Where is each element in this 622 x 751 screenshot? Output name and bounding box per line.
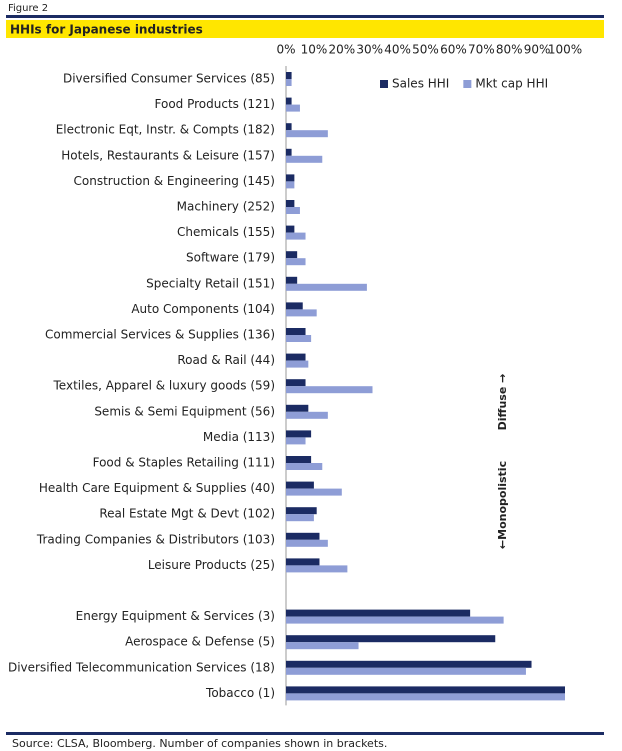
x-tick-label: 30% (356, 43, 383, 57)
bar (286, 207, 300, 214)
bar (286, 200, 295, 207)
chart-title: HHIs for Japanese industries (10, 23, 203, 37)
y-tick-label: Real Estate Mgt & Devt (102) (99, 507, 275, 521)
legend-swatch (380, 80, 388, 88)
bar (286, 411, 328, 419)
y-tick-label: Road & Rail (44) (177, 353, 275, 367)
figure-label: Figure 2 (8, 3, 48, 14)
y-tick-label: Trading Companies & Distributors (103) (36, 532, 275, 546)
bar (286, 174, 295, 182)
y-tick-label: Energy Equipment & Services (3) (76, 609, 275, 623)
x-tick-label: 70% (468, 43, 495, 57)
top-rule (6, 15, 604, 18)
bar (286, 155, 323, 163)
x-tick-label: 90% (524, 43, 551, 57)
bar (286, 642, 359, 650)
y-tick-label: Tobacco (1) (205, 686, 275, 700)
y-tick-label: Leisure Products (25) (148, 558, 275, 572)
legend-label: Sales HHI (392, 77, 449, 91)
bar (286, 123, 292, 131)
source-note: Source: CLSA, Bloomberg. Number of compa… (12, 737, 387, 750)
y-tick-label: Machinery (252) (177, 200, 275, 214)
bar (286, 616, 504, 624)
legend-swatch (463, 80, 472, 88)
bar (286, 386, 373, 394)
y-tick-label: Health Care Equipment & Supplies (40) (39, 481, 275, 495)
bar (286, 488, 342, 496)
bar (286, 635, 496, 643)
y-tick-label: Hotels, Restaurants & Leisure (157) (61, 148, 275, 162)
y-tick-label: Food & Staples Retailing (111) (93, 456, 275, 470)
y-tick-label: Semis & Semi Equipment (56) (94, 404, 275, 418)
x-tick-label: 50% (412, 43, 439, 57)
bar (286, 181, 295, 189)
bar (286, 456, 312, 463)
bar (286, 532, 320, 540)
bar (286, 660, 532, 668)
y-tick-label: Chemicals (155) (177, 225, 275, 239)
bar (286, 437, 306, 445)
bar (286, 335, 312, 342)
bar (286, 539, 328, 547)
y-tick-label: Construction & Engineering (145) (74, 174, 275, 188)
bar (286, 72, 292, 79)
x-tick-label: 60% (440, 43, 467, 57)
x-tick-label: 20% (328, 43, 355, 57)
bar (286, 609, 471, 617)
bar (286, 430, 312, 438)
bottom-rule (6, 732, 604, 735)
bar (286, 558, 320, 566)
y-tick-label: Textiles, Apparel & luxury goods (59) (53, 379, 275, 393)
y-tick-label: Food Products (121) (155, 97, 276, 111)
bar (286, 353, 306, 361)
bar (286, 667, 526, 675)
bar (286, 565, 348, 573)
bar (286, 514, 314, 522)
bar (286, 97, 292, 105)
x-tick-label: 10% (301, 43, 328, 57)
bar (286, 360, 309, 368)
bar (286, 79, 292, 86)
bar (286, 693, 565, 701)
bar (286, 481, 314, 489)
x-tick-label: 100% (548, 43, 582, 57)
y-tick-label: Commercial Services & Supplies (136) (45, 328, 275, 342)
bar (286, 130, 328, 138)
bar (286, 309, 317, 317)
title-band (6, 20, 604, 38)
annotation: Diffuse → (496, 374, 509, 431)
bar (286, 225, 295, 233)
bar (286, 302, 303, 310)
y-tick-label: Specialty Retail (151) (146, 276, 275, 290)
bar (286, 258, 306, 266)
y-tick-label: Media (113) (203, 430, 275, 444)
x-tick-label: 80% (496, 43, 523, 57)
y-tick-label: Software (179) (186, 251, 275, 265)
annotation: ←Monopolistic (496, 461, 509, 549)
y-tick-label: Electronic Eqt, Instr. & Compts (182) (56, 123, 275, 137)
bar (286, 404, 309, 412)
bar (286, 328, 306, 335)
y-tick-label: Auto Components (104) (131, 302, 275, 316)
y-tick-label: Aerospace & Defense (5) (125, 635, 275, 649)
y-tick-label: Diversified Telecommunication Services (… (8, 660, 275, 674)
y-tick-label: Diversified Consumer Services (85) (63, 72, 275, 86)
legend-label: Mkt cap HHI (475, 77, 548, 91)
bar (286, 104, 300, 112)
x-tick-label: 40% (384, 43, 411, 57)
bar (286, 507, 317, 515)
bar (286, 686, 565, 694)
bar (286, 148, 292, 156)
bar (286, 232, 306, 240)
bar (286, 379, 306, 387)
bar (286, 276, 298, 284)
x-tick-label: 0% (276, 43, 295, 57)
bar (286, 463, 323, 470)
bar (286, 251, 298, 259)
bar (286, 283, 367, 291)
